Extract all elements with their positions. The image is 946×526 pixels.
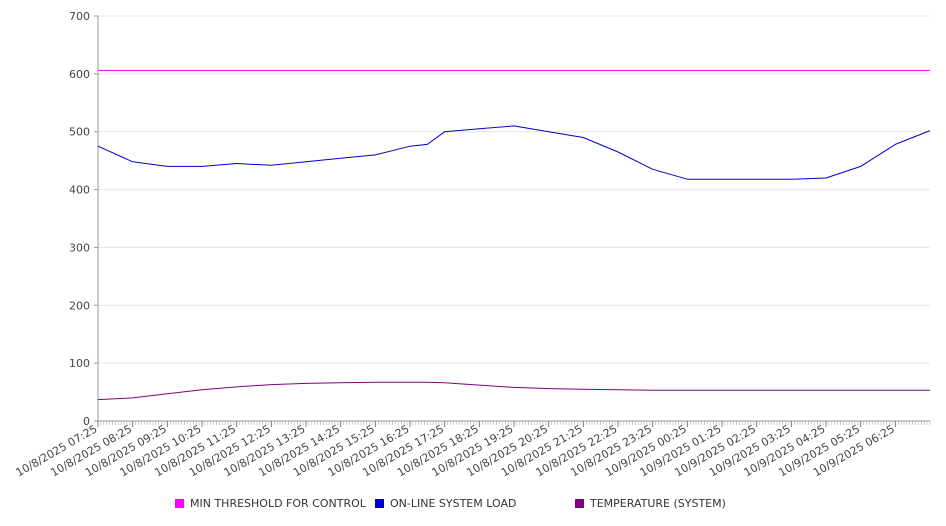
y-tick-label: 600	[69, 68, 90, 81]
series-line-1	[97, 125, 931, 180]
series-line-2	[97, 381, 930, 401]
grid-lines	[98, 15, 930, 364]
legend-item-system-load[interactable]: ON-LINE SYSTEM LOAD	[375, 497, 516, 510]
legend-swatch	[575, 499, 584, 508]
legend-label: ON-LINE SYSTEM LOAD	[390, 497, 517, 510]
y-tick-label: 700	[69, 10, 90, 23]
y-tick-label: 100	[69, 357, 90, 370]
y-axis: 0 100 200 300 400 500 600 700	[69, 10, 99, 428]
y-tick-label: 400	[69, 184, 90, 197]
series-lines	[97, 69, 931, 401]
legend-swatch	[375, 499, 384, 508]
legend-label: MIN THRESHOLD FOR CONTROL	[190, 497, 366, 510]
legend-swatch	[175, 499, 184, 508]
legend-item-min-threshold[interactable]: MIN THRESHOLD FOR CONTROL	[175, 497, 366, 510]
y-tick-label: 0	[83, 415, 90, 428]
legend: MIN THRESHOLD FOR CONTROL ON-LINE SYSTEM…	[0, 497, 946, 515]
y-tick-label: 300	[69, 241, 90, 254]
legend-label: TEMPERATURE (SYSTEM)	[590, 497, 726, 510]
legend-item-temperature[interactable]: TEMPERATURE (SYSTEM)	[575, 497, 726, 510]
y-tick-label: 200	[69, 299, 90, 312]
y-tick-label: 500	[69, 126, 90, 139]
